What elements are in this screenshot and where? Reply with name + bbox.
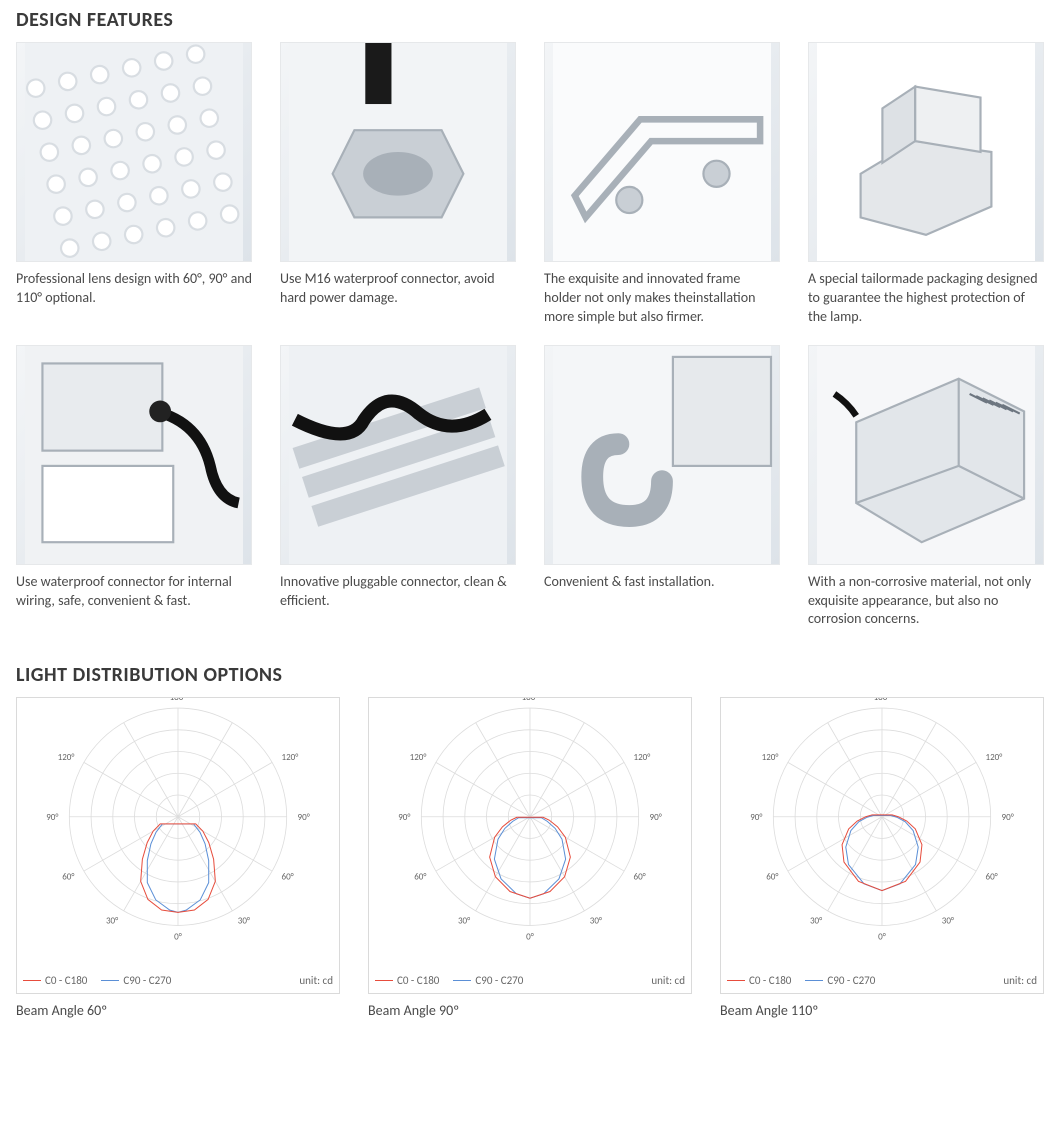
feature-photo bbox=[280, 42, 516, 262]
feature-card: With a non-corrosive material, not only … bbox=[808, 345, 1044, 630]
distribution-heading: LIGHT DISTRIBUTION OPTIONS bbox=[16, 663, 1044, 687]
unit-label: unit: cd bbox=[1003, 974, 1037, 987]
legend-c90: C90 - C270 bbox=[805, 974, 875, 987]
polar-legend: C0 - C180 C90 - C270 unit: cd bbox=[17, 970, 339, 993]
polar-chart: 180° 0° 120° 120° 90° 90° 60° 60° 30° 30° C0 - C1… bbox=[368, 697, 692, 994]
feature-photo bbox=[544, 345, 780, 565]
svg-text:180°: 180° bbox=[874, 698, 891, 703]
svg-text:0°: 0° bbox=[174, 932, 182, 943]
polar-chart: 180° 0° 120° 120° 90° 90° 60° 60° 30° 30° C0 - C1… bbox=[16, 697, 340, 994]
distribution-card: 180° 0° 120° 120° 90° 90° 60° 60° 30° 30° C0 - C1… bbox=[368, 697, 692, 1019]
feature-caption: The exquisite and innovated frame holder… bbox=[544, 270, 780, 327]
svg-text:30°: 30° bbox=[942, 916, 954, 927]
polar-legend: C0 - C180 C90 - C270 unit: cd bbox=[721, 970, 1043, 993]
svg-text:180°: 180° bbox=[522, 698, 539, 703]
feature-photo bbox=[280, 345, 516, 565]
feature-card: Professional lens design with 60°, 90° a… bbox=[16, 42, 252, 327]
svg-text:30°: 30° bbox=[238, 916, 250, 927]
svg-text:60°: 60° bbox=[414, 872, 426, 883]
svg-text:0°: 0° bbox=[878, 932, 886, 943]
svg-text:60°: 60° bbox=[986, 872, 998, 883]
svg-text:120°: 120° bbox=[762, 752, 779, 763]
distribution-grid: 180° 0° 120° 120° 90° 90° 60° 60° 30° 30° C0 - C1… bbox=[16, 697, 1044, 1019]
legend-c90: C90 - C270 bbox=[101, 974, 171, 987]
distribution-caption: Beam Angle 60º bbox=[16, 1002, 340, 1019]
feature-card: Use waterproof connector for internal wi… bbox=[16, 345, 252, 630]
feature-caption: Convenient & fast installation. bbox=[544, 573, 780, 592]
svg-text:30°: 30° bbox=[458, 916, 470, 927]
feature-caption: Use M16 waterproof connector, avoid hard… bbox=[280, 270, 516, 308]
feature-caption: Innovative pluggable connector, clean & … bbox=[280, 573, 516, 611]
legend-c0: C0 - C180 bbox=[375, 974, 439, 987]
polar-legend: C0 - C180 C90 - C270 unit: cd bbox=[369, 970, 691, 993]
feature-photo bbox=[808, 42, 1044, 262]
legend-c90: C90 - C270 bbox=[453, 974, 523, 987]
svg-text:120°: 120° bbox=[410, 752, 427, 763]
feature-caption: With a non-corrosive material, not only … bbox=[808, 573, 1044, 630]
svg-text:120°: 120° bbox=[986, 752, 1003, 763]
svg-text:60°: 60° bbox=[766, 872, 778, 883]
unit-label: unit: cd bbox=[299, 974, 333, 987]
svg-text:90°: 90° bbox=[1002, 812, 1014, 823]
feature-photo bbox=[16, 345, 252, 565]
svg-text:90°: 90° bbox=[650, 812, 662, 823]
svg-text:0°: 0° bbox=[526, 932, 534, 943]
svg-text:90°: 90° bbox=[46, 812, 58, 823]
svg-text:30°: 30° bbox=[106, 916, 118, 927]
svg-text:60°: 60° bbox=[62, 872, 74, 883]
feature-card: A special tailormade packaging designed … bbox=[808, 42, 1044, 327]
distribution-card: 180° 0° 120° 120° 90° 90° 60° 60° 30° 30° C0 - C1… bbox=[720, 697, 1044, 1019]
feature-grid: Professional lens design with 60°, 90° a… bbox=[16, 42, 1044, 629]
feature-caption: A special tailormade packaging designed … bbox=[808, 270, 1044, 327]
svg-text:90°: 90° bbox=[750, 812, 762, 823]
feature-photo bbox=[16, 42, 252, 262]
feature-card: Use M16 waterproof connector, avoid hard… bbox=[280, 42, 516, 327]
svg-text:180°: 180° bbox=[170, 698, 187, 703]
svg-text:120°: 120° bbox=[58, 752, 75, 763]
feature-card: Convenient & fast installation. bbox=[544, 345, 780, 630]
svg-text:120°: 120° bbox=[634, 752, 651, 763]
unit-label: unit: cd bbox=[651, 974, 685, 987]
distribution-card: 180° 0° 120° 120° 90° 90° 60° 60° 30° 30° C0 - C1… bbox=[16, 697, 340, 1019]
svg-text:60°: 60° bbox=[282, 872, 294, 883]
svg-text:30°: 30° bbox=[810, 916, 822, 927]
feature-card: The exquisite and innovated frame holder… bbox=[544, 42, 780, 327]
svg-text:30°: 30° bbox=[590, 916, 602, 927]
features-heading: DESIGN FEATURES bbox=[16, 8, 1044, 32]
feature-caption: Professional lens design with 60°, 90° a… bbox=[16, 270, 252, 308]
svg-text:90°: 90° bbox=[398, 812, 410, 823]
svg-text:60°: 60° bbox=[634, 872, 646, 883]
polar-chart: 180° 0° 120° 120° 90° 90° 60° 60° 30° 30° C0 - C1… bbox=[720, 697, 1044, 994]
distribution-caption: Beam Angle 110º bbox=[720, 1002, 1044, 1019]
feature-photo bbox=[808, 345, 1044, 565]
distribution-caption: Beam Angle 90º bbox=[368, 1002, 692, 1019]
feature-card: Innovative pluggable connector, clean & … bbox=[280, 345, 516, 630]
svg-text:120°: 120° bbox=[282, 752, 299, 763]
feature-caption: Use waterproof connector for internal wi… bbox=[16, 573, 252, 611]
feature-photo bbox=[544, 42, 780, 262]
svg-text:90°: 90° bbox=[298, 812, 310, 823]
legend-c0: C0 - C180 bbox=[727, 974, 791, 987]
legend-c0: C0 - C180 bbox=[23, 974, 87, 987]
